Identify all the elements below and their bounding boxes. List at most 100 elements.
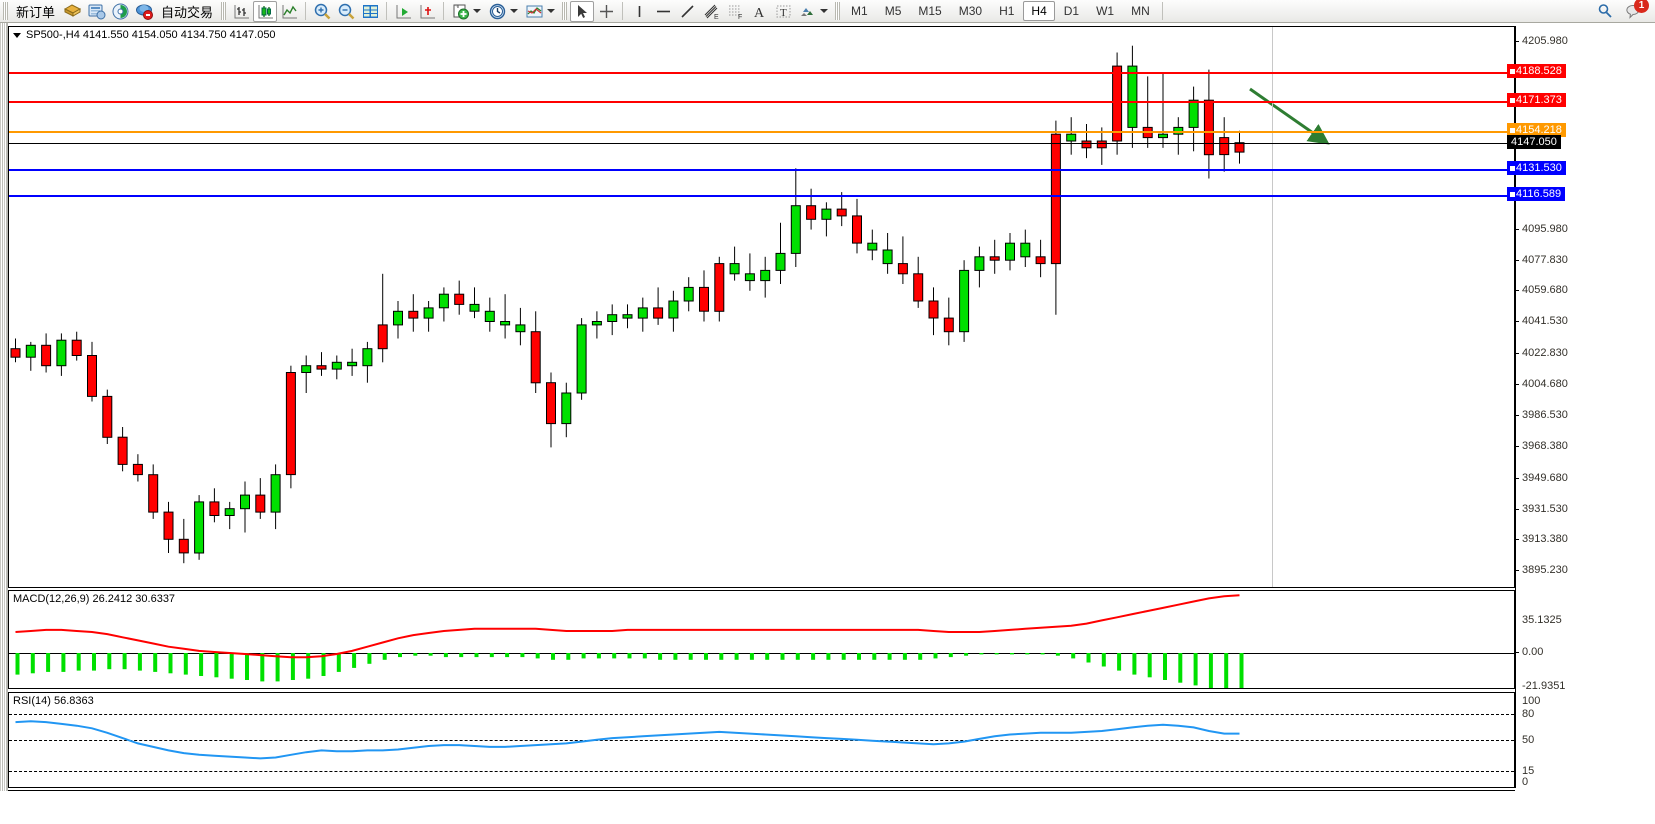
svg-text:E: E	[714, 14, 719, 21]
trendline-icon[interactable]	[675, 1, 699, 22]
timeframe-m15[interactable]: M15	[918, 4, 942, 18]
chart-area[interactable]: SP500-,H4 4141.550 4154.050 4134.750 414…	[0, 23, 1655, 824]
rsi-level-80	[9, 714, 1514, 715]
price-axis-label: 3931.530	[1522, 502, 1568, 515]
chart-header: SP500-,H4 4141.550 4154.050 4134.750 414…	[13, 29, 276, 41]
period-icon[interactable]	[485, 1, 509, 22]
objects-icon[interactable]	[795, 1, 819, 22]
toolbar-separator-4	[622, 2, 624, 20]
add-indicator-icon[interactable]	[448, 1, 472, 22]
price-line-pivot[interactable]	[9, 130, 1514, 133]
timeframe-h1[interactable]: H1	[999, 4, 1015, 18]
price-axis[interactable]: 4205.980 4095.980 4077.830 4059.680 4041.530…	[1507, 26, 1655, 788]
auto-trading-label: 自动交易	[161, 4, 214, 20]
rsi-pane[interactable]: RSI(14) 56.8363	[8, 692, 1515, 788]
expert-advisors-icon[interactable]	[60, 1, 84, 22]
chart-left-grip[interactable]	[0, 23, 8, 813]
timeframe-m1[interactable]: M1	[851, 4, 868, 18]
price-tag-support-2[interactable]: 4116.589	[1507, 186, 1566, 201]
price-axis-tick	[1515, 259, 1519, 261]
candlestick-chart-icon[interactable]	[253, 0, 278, 22]
down-trend-arrow[interactable]	[9, 27, 1514, 587]
search-icon[interactable]	[1596, 2, 1616, 22]
objects-dropdown-icon[interactable]	[820, 9, 829, 13]
price-axis-tick	[1515, 353, 1519, 355]
rsi-axis-label-50: 50	[1522, 734, 1535, 746]
rsi-axis-label-100: 100	[1522, 695, 1541, 707]
shift-end-icon[interactable]	[391, 1, 415, 22]
terminal-icon[interactable]	[84, 1, 108, 22]
price-axis-tick	[1515, 228, 1519, 230]
auto-scroll-icon[interactable]	[415, 1, 439, 22]
timeframe-m5[interactable]: M5	[884, 4, 902, 18]
toolbar-grip[interactable]	[3, 2, 8, 20]
toolbar-grip-3[interactable]	[562, 2, 568, 20]
price-axis-tick	[1515, 508, 1519, 510]
timeframe-m30[interactable]: M30	[958, 4, 983, 18]
main-toolbar: 新订单 自动交易	[0, 0, 1655, 23]
rsi-level-15	[9, 771, 1514, 772]
new-order-button[interactable]: 新订单	[11, 0, 60, 22]
signals-icon[interactable]	[108, 1, 132, 22]
rsi-label: RSI(14) 56.8363	[13, 695, 94, 707]
hline-icon[interactable]	[651, 1, 675, 22]
equidistant-channel-icon[interactable]: E	[699, 1, 723, 22]
line-chart-icon[interactable]	[277, 1, 301, 22]
add-indicator-dropdown-icon[interactable]	[473, 9, 482, 13]
fibonacci-icon[interactable]: F	[723, 1, 747, 22]
zoom-out-icon[interactable]	[334, 1, 358, 22]
zoom-in-icon[interactable]	[310, 1, 334, 22]
price-pane[interactable]: SP500-,H4 4141.550 4154.050 4134.750 414…	[8, 26, 1515, 588]
data-window-icon[interactable]	[358, 1, 382, 22]
price-line-last-price	[9, 142, 1514, 144]
macd-zero-line	[9, 653, 1514, 654]
price-tag-pivot[interactable]: 4154.218	[1507, 122, 1566, 137]
chart-collapse-icon[interactable]	[13, 32, 21, 38]
timeframe-d1[interactable]: D1	[1063, 4, 1080, 18]
templates-dropdown-icon[interactable]	[547, 9, 556, 13]
macd-axis-label-max: 35.1325	[1522, 614, 1562, 626]
templates-icon[interactable]	[522, 1, 546, 22]
toolbar-grip-4[interactable]	[835, 2, 841, 20]
price-tag-resistance-1[interactable]: 4188.528	[1507, 64, 1566, 79]
price-axis-tick	[1515, 477, 1519, 479]
price-axis-label: 4059.680	[1522, 284, 1568, 297]
crosshair-icon[interactable]	[594, 1, 618, 22]
svg-text:A: A	[754, 6, 765, 21]
alerts-icon[interactable]: 1	[1625, 0, 1649, 22]
price-axis-tick	[1515, 41, 1519, 43]
auto-trading-button[interactable]: 自动交易	[156, 0, 218, 22]
alert-count-badge: 1	[1634, 0, 1649, 13]
price-tag-resistance-2[interactable]: 4171.373	[1507, 93, 1566, 108]
timeframe-w1[interactable]: W1	[1096, 4, 1115, 18]
cursor-icon[interactable]	[570, 0, 595, 22]
toolbar-grip-2[interactable]	[221, 2, 227, 20]
chart-symbol-ohlc: SP500-,H4 4141.550 4154.050 4134.750 414…	[26, 29, 276, 41]
price-axis-label: 3913.380	[1522, 533, 1568, 546]
period-dropdown-icon[interactable]	[510, 9, 519, 13]
text-label-icon[interactable]: T	[771, 1, 795, 22]
timeframe-group: M1 M5 M15 M30 H1 H4 D1 W1 MN	[843, 1, 1158, 21]
price-axis-label: 3895.230	[1522, 564, 1568, 577]
vline-icon[interactable]	[627, 1, 651, 22]
price-tag-last-price[interactable]: 4147.050	[1507, 134, 1561, 149]
price-line-support-1[interactable]	[9, 169, 1514, 172]
status-strip	[0, 791, 1655, 824]
auto-trading-icon[interactable]	[132, 1, 156, 22]
bar-chart-icon[interactable]	[229, 1, 253, 22]
price-line-resistance-1[interactable]	[9, 72, 1514, 75]
timeframe-h4[interactable]: H4	[1023, 1, 1055, 21]
price-axis-tick	[1515, 414, 1519, 416]
price-axis-line	[1515, 26, 1516, 788]
price-axis-label: 4004.680	[1522, 378, 1568, 390]
macd-axis-label-zero: 0.00	[1522, 646, 1544, 658]
price-line-resistance-2[interactable]	[9, 101, 1514, 104]
rsi-axis-label-0: 0	[1522, 776, 1529, 788]
price-axis-label: 3968.380	[1522, 439, 1568, 452]
rsi-axis-label-80: 80	[1522, 708, 1535, 720]
price-line-support-2[interactable]	[9, 194, 1514, 197]
price-tag-support-1[interactable]: 4131.530	[1507, 161, 1566, 176]
text-icon[interactable]: A	[747, 1, 771, 22]
macd-pane[interactable]: MACD(12,26,9) 26.2412 30.6337	[8, 590, 1515, 689]
timeframe-mn[interactable]: MN	[1131, 4, 1150, 18]
